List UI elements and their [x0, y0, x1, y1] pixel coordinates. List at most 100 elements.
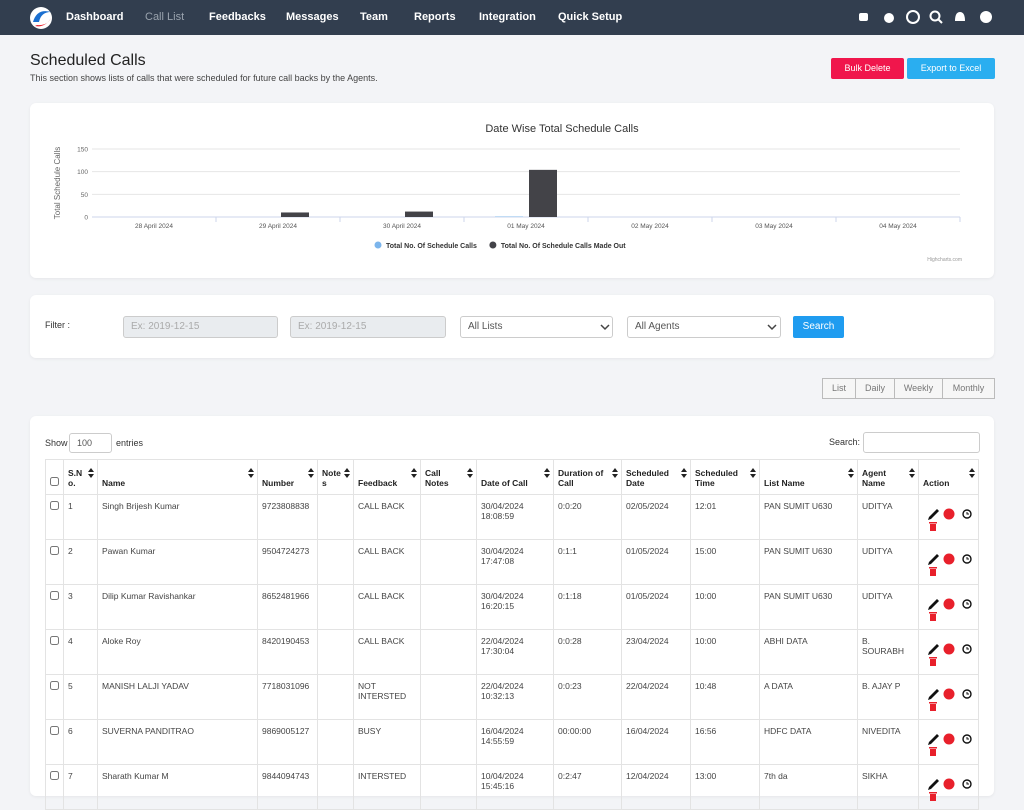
table-cell: 9504724273 [258, 540, 318, 585]
cell-text: 6 [68, 726, 73, 736]
bulk-delete-button[interactable]: Bulk Delete [831, 58, 904, 79]
view-button[interactable]: Weekly [894, 378, 943, 399]
column-header[interactable]: Number [258, 460, 318, 495]
view-button[interactable]: Daily [855, 378, 895, 399]
nav-item[interactable]: Dashboard [66, 11, 123, 23]
nav-item[interactable]: Integration [479, 11, 536, 23]
table-cell: 9723808838 [258, 495, 318, 540]
cell-text: PAN SUMIT U630 [764, 546, 832, 556]
table-cell [421, 585, 477, 630]
nav-item[interactable]: Call List [145, 11, 184, 23]
column-header[interactable]: Call Notes [421, 460, 477, 495]
export-button[interactable]: Export to Excel [907, 58, 995, 79]
column-header[interactable]: Date of Call [477, 460, 554, 495]
view-button[interactable]: Monthly [942, 378, 995, 399]
chart: Date Wise Total Schedule Calls Total Sch… [30, 103, 994, 278]
entries-select[interactable]: 100 [69, 433, 112, 453]
column-header[interactable]: Scheduled Time [691, 460, 760, 495]
column-header[interactable]: Name [98, 460, 258, 495]
y-tick-label: 150 [77, 147, 88, 154]
cell-text: 30/04/2024 17:47:08 [481, 546, 524, 566]
y-tick-label: 0 [84, 215, 88, 222]
column-header[interactable]: Agent Name [858, 460, 919, 495]
cell-text: 30/04/2024 16:20:15 [481, 591, 524, 611]
cell-text: 16/04/2024 [626, 726, 669, 736]
table-cell: CALL BACK [354, 630, 421, 675]
column-header[interactable]: Duration of Call [554, 460, 622, 495]
column-header-text: Name [102, 478, 125, 488]
nav-item[interactable]: Messages [286, 11, 339, 23]
row-checkbox[interactable] [50, 501, 59, 510]
search-button[interactable]: Search [793, 316, 844, 338]
cell-text: 0:2:47 [558, 771, 582, 781]
table-cell: 13:00 [691, 765, 760, 810]
action-icons[interactable] [923, 501, 975, 531]
cell-text: NIVEDITA [862, 726, 901, 736]
table-cell: 0:0:23 [554, 675, 622, 720]
agent-select[interactable]: All Agents [627, 316, 781, 338]
list-select[interactable]: All Lists [460, 316, 613, 338]
logo[interactable] [27, 4, 55, 31]
table-cell: 10:00 [691, 630, 760, 675]
search-input[interactable] [863, 432, 980, 453]
column-header[interactable]: Action [919, 460, 979, 495]
nav-bar: Dashboard Call List Feedbacks Messages T… [0, 0, 1024, 35]
column-header-text: Date of Call [481, 478, 528, 488]
action-icons[interactable] [923, 726, 975, 756]
action-icons[interactable] [923, 591, 975, 621]
sort-icon [612, 468, 618, 478]
column-header[interactable]: S.No. [64, 460, 98, 495]
table-cell: 0:0:20 [554, 495, 622, 540]
table-cell: HDFC DATA [760, 720, 858, 765]
row-checkbox[interactable] [50, 681, 59, 690]
column-header[interactable]: List Name [760, 460, 858, 495]
select-all[interactable] [50, 477, 59, 486]
column-header[interactable]: Notes [318, 460, 354, 495]
action-cell [919, 630, 979, 675]
legend-label: Total No. Of Schedule Calls Made Out [501, 243, 626, 250]
cell-text: 0:0:23 [558, 681, 582, 691]
column-header[interactable]: Feedback [354, 460, 421, 495]
from-date-input[interactable]: Ex: 2019-12-15 [123, 316, 278, 338]
column-header-text: Duration of Call [558, 468, 603, 488]
row-checkbox[interactable] [50, 636, 59, 645]
action-icons[interactable] [923, 681, 975, 711]
action-cell [919, 495, 979, 540]
chart-card: Date Wise Total Schedule Calls Total Sch… [30, 103, 994, 278]
row-checkbox[interactable] [50, 726, 59, 735]
to-date-input[interactable]: Ex: 2019-12-15 [290, 316, 446, 338]
table-cell: 0:0:28 [554, 630, 622, 675]
row-checkbox[interactable] [50, 771, 59, 780]
table-cell: 22/04/2024 [622, 675, 691, 720]
column-header[interactable]: Scheduled Date [622, 460, 691, 495]
table-cell: 3 [64, 585, 98, 630]
column-header-text: Notes [322, 468, 341, 488]
table-cell: UDITYA [858, 540, 919, 585]
table-cell: CALL BACK [354, 540, 421, 585]
table-cell: NOT INTERSTED [354, 675, 421, 720]
row-checkbox[interactable] [50, 546, 59, 555]
row-checkbox[interactable] [50, 591, 59, 600]
cell-text: 01/05/2024 [626, 546, 669, 556]
table-cell: CALL BACK [354, 585, 421, 630]
table-cell: 4 [64, 630, 98, 675]
nav-icons[interactable] [855, 9, 995, 25]
sort-icon [969, 468, 975, 478]
table-cell: NIVEDITA [858, 720, 919, 765]
cell-text: BUSY [358, 726, 381, 736]
action-icons[interactable] [923, 771, 975, 801]
nav-item[interactable]: Reports [414, 11, 456, 23]
checkbox-cell [46, 540, 64, 585]
view-button[interactable]: List [822, 378, 856, 399]
nav-item[interactable]: Quick Setup [558, 11, 622, 23]
table-cell [318, 585, 354, 630]
table-cell: 0:2:47 [554, 765, 622, 810]
table-cell: 8420190453 [258, 630, 318, 675]
action-icons[interactable] [923, 546, 975, 576]
table-cell: 0:1:1 [554, 540, 622, 585]
action-icons[interactable] [923, 636, 975, 666]
nav-item[interactable]: Team [360, 11, 388, 23]
nav-item[interactable]: Feedbacks [209, 11, 266, 23]
chart-title: Date Wise Total Schedule Calls [485, 123, 639, 135]
